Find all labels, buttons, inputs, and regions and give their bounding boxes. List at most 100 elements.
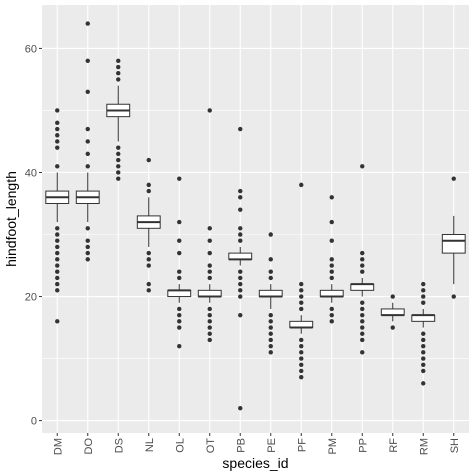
outlier-point (177, 176, 182, 181)
x-tick-label: PF (296, 438, 308, 452)
box-series (45, 21, 466, 411)
outlier-point (116, 170, 121, 175)
box-PF (289, 182, 314, 380)
outlier-point (238, 288, 243, 293)
outlier-point (299, 362, 304, 367)
outlier-point (421, 362, 426, 367)
outlier-point (146, 188, 151, 194)
outlier-point (268, 350, 273, 355)
outlier-point (238, 275, 243, 281)
outlier-point (85, 244, 90, 250)
box-NL (136, 157, 161, 293)
box-PP (350, 164, 375, 355)
outlier-point (146, 257, 151, 262)
grid-lines (42, 5, 469, 433)
outlier-point (55, 319, 60, 324)
outlier-point (55, 281, 60, 287)
box-DO (75, 21, 100, 262)
box-PB (228, 126, 253, 411)
outlier-point (55, 263, 60, 268)
y-tick-label: 0 (31, 416, 37, 428)
x-axis: DM DO DS NL OL OT PB PE PF PM PP RF RM SH (52, 433, 461, 455)
outlier-point (238, 312, 243, 318)
outlier-point (207, 319, 212, 324)
outlier-point (55, 269, 60, 274)
outlier-point (238, 188, 243, 194)
outlier-point (329, 263, 334, 268)
outlier-point (207, 306, 212, 312)
outlier-point (329, 257, 334, 262)
outlier-point (146, 182, 151, 188)
outlier-point (207, 275, 212, 281)
outlier-point (329, 219, 334, 225)
outlier-point (238, 226, 243, 231)
outlier-point (116, 71, 121, 76)
outlier-point (329, 275, 334, 281)
outlier-point (299, 368, 304, 374)
outlier-point (329, 319, 334, 324)
outlier-point (299, 182, 304, 188)
box-OT (197, 108, 222, 343)
box-PM (319, 195, 344, 324)
outlier-point (55, 238, 60, 243)
outlier-point (207, 226, 212, 231)
x-tick-label: PP (357, 438, 369, 453)
outlier-point (390, 294, 395, 299)
outlier-point (177, 250, 182, 256)
outlier-point (85, 126, 90, 132)
outlier-point (360, 269, 365, 274)
box-RF (380, 294, 405, 330)
outlier-point (116, 77, 121, 82)
outlier-point (299, 350, 304, 355)
outlier-point (268, 325, 273, 330)
outlier-point (55, 126, 60, 132)
x-tick-label: RM (418, 438, 430, 455)
outlier-point (85, 238, 90, 243)
outlier-point (85, 257, 90, 262)
outlier-point (177, 343, 182, 349)
outlier-point (238, 294, 243, 299)
x-tick-label: RF (388, 438, 400, 453)
outlier-point (207, 325, 212, 330)
outlier-point (360, 250, 365, 256)
outlier-point (207, 312, 212, 318)
outlier-point (360, 312, 365, 318)
outlier-point (299, 300, 304, 305)
outlier-point (360, 337, 365, 343)
outlier-point (421, 350, 426, 355)
x-tick-label: PE (266, 438, 278, 453)
outlier-point (55, 133, 60, 138)
y-tick-label: 20 (25, 292, 37, 304)
outlier-point (360, 350, 365, 355)
outlier-point (329, 312, 334, 318)
box-RM (411, 281, 436, 386)
outlier-point (421, 281, 426, 287)
outlier-point (329, 306, 334, 312)
outlier-point (177, 319, 182, 324)
outlier-point (55, 232, 60, 237)
box-OL (167, 176, 192, 349)
x-axis-title: species_id (222, 455, 288, 471)
outlier-point (55, 139, 60, 144)
outlier-point (421, 356, 426, 361)
outlier-point (268, 232, 273, 237)
outlier-point (55, 226, 60, 231)
outlier-point (85, 151, 90, 157)
outlier-point (177, 275, 182, 281)
outlier-point (390, 325, 395, 330)
outlier-point (116, 164, 121, 169)
outlier-point (299, 337, 304, 343)
outlier-point (238, 281, 243, 287)
outlier-point (146, 288, 151, 293)
outlier-point (85, 21, 90, 26)
outlier-point (299, 374, 304, 380)
outlier-point (85, 58, 90, 64)
y-axis-title: hindfoot_length (3, 171, 19, 267)
outlier-point (207, 337, 212, 343)
outlier-point (55, 250, 60, 256)
x-tick-label: PM (327, 438, 339, 455)
outlier-point (146, 281, 151, 287)
outlier-point (268, 275, 273, 281)
outlier-point (177, 219, 182, 225)
outlier-point (85, 89, 90, 95)
